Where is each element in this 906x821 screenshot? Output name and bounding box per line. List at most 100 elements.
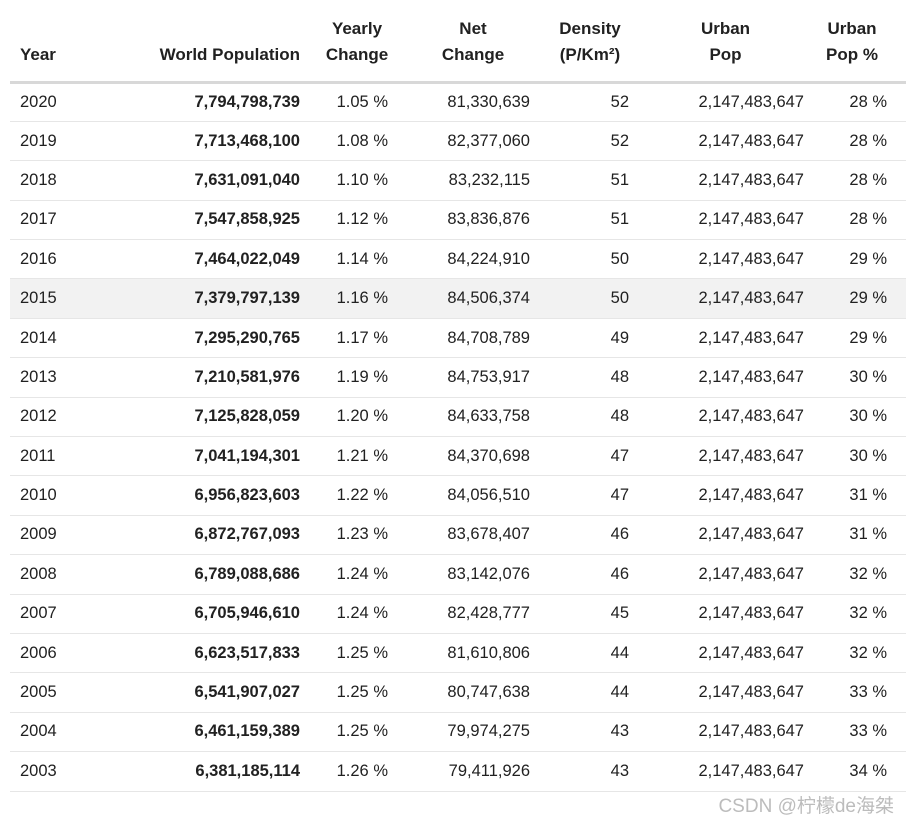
- cell-urban-pop-pct: 33 %: [849, 683, 887, 702]
- table-row: 2014 7,295,290,765 1.17 % 84,708,789 49 2,147…: [10, 318, 906, 358]
- cell-net-change: 84,708,789: [447, 328, 530, 347]
- cell-net-change: 84,370,698: [447, 446, 530, 465]
- cell-density: 44: [610, 683, 629, 702]
- cell-world-population: 6,623,517,833: [194, 643, 300, 662]
- cell-yearly-change: 1.05 %: [336, 92, 388, 111]
- column-header-year: Year: [10, 0, 85, 82]
- cell-urban-pop: 2,147,483,647: [698, 92, 804, 111]
- column-header-label: Urban: [700, 18, 751, 38]
- cell-yearly-change: 1.17 %: [336, 328, 388, 347]
- cell-urban-pop-pct: 31 %: [849, 486, 887, 505]
- cell-world-population: 7,631,091,040: [194, 170, 300, 189]
- table-row: 2013 7,210,581,976 1.19 % 84,753,917 48 2,147…: [10, 358, 906, 398]
- cell-net-change: 83,232,115: [448, 170, 530, 189]
- cell-urban-pop: 2,147,483,647: [698, 210, 804, 229]
- cell-net-change: 82,377,060: [447, 131, 530, 150]
- cell-yearly-change: 1.26 %: [336, 761, 388, 780]
- table-row: 2003 6,381,185,114 1.26 % 79,411,926 43 2,147…: [10, 752, 906, 792]
- cell-urban-pop-pct: 32 %: [849, 643, 887, 662]
- cell-density: 47: [610, 446, 629, 465]
- cell-density: 52: [610, 92, 629, 111]
- cell-net-change: 80,747,638: [447, 683, 530, 702]
- cell-urban-pop: 2,147,483,647: [698, 407, 804, 426]
- column-header-label: Density: [559, 18, 621, 38]
- column-header-net-change: Net Change: [400, 0, 535, 82]
- cell-urban-pop: 2,147,483,647: [698, 564, 804, 583]
- cell-yearly-change: 1.24 %: [336, 564, 388, 583]
- table-row: 2018 7,631,091,040 1.10 % 83,232,115 51 2,147…: [10, 161, 906, 201]
- column-header-world-population: World Population: [85, 0, 305, 82]
- cell-year: 2004: [20, 722, 57, 741]
- cell-year: 2017: [20, 210, 57, 229]
- cell-yearly-change: 1.10 %: [336, 170, 388, 189]
- cell-urban-pop-pct: 29 %: [849, 249, 887, 268]
- cell-world-population: 7,379,797,139: [194, 289, 300, 308]
- cell-yearly-change: 1.24 %: [336, 604, 388, 623]
- column-header-label: Pop %: [826, 44, 878, 64]
- cell-density: 52: [610, 131, 629, 150]
- table-row: 2010 6,956,823,603 1.22 % 84,056,510 47 2,147…: [10, 476, 906, 516]
- cell-yearly-change: 1.21 %: [336, 446, 388, 465]
- cell-density: 46: [610, 525, 629, 544]
- cell-urban-pop: 2,147,483,647: [698, 761, 804, 780]
- column-header-urban-pop-pct: Urban Pop %: [805, 0, 906, 82]
- cell-urban-pop-pct: 28 %: [849, 92, 887, 111]
- cell-year: 2013: [20, 367, 57, 386]
- column-header-label: Urban: [827, 18, 877, 38]
- cell-density: 45: [610, 604, 629, 623]
- cell-urban-pop: 2,147,483,647: [698, 643, 804, 662]
- table-row: 2008 6,789,088,686 1.24 % 83,142,076 46 2,147…: [10, 555, 906, 595]
- cell-yearly-change: 1.25 %: [336, 643, 388, 662]
- cell-density: 43: [610, 761, 629, 780]
- cell-world-population: 6,872,767,093: [194, 525, 300, 544]
- cell-urban-pop: 2,147,483,647: [698, 170, 804, 189]
- cell-world-population: 6,541,907,027: [194, 683, 300, 702]
- cell-urban-pop-pct: 32 %: [849, 604, 887, 623]
- cell-density: 43: [610, 722, 629, 741]
- cell-density: 44: [610, 643, 629, 662]
- table-row: 2007 6,705,946,610 1.24 % 82,428,777 45 2,147…: [10, 594, 906, 634]
- cell-density: 46: [610, 564, 629, 583]
- cell-world-population: 7,464,022,049: [194, 249, 300, 268]
- cell-net-change: 83,142,076: [447, 564, 530, 583]
- cell-net-change: 79,974,275: [447, 722, 530, 741]
- csdn-watermark: CSDN @柠檬de海桀: [718, 796, 894, 817]
- cell-year: 2019: [20, 131, 57, 150]
- cell-urban-pop-pct: 30 %: [849, 367, 887, 386]
- cell-year: 2012: [20, 407, 57, 426]
- cell-urban-pop: 2,147,483,647: [698, 486, 804, 505]
- cell-net-change: 81,610,806: [447, 643, 530, 662]
- cell-urban-pop-pct: 29 %: [849, 328, 887, 347]
- table-row: 2016 7,464,022,049 1.14 % 84,224,910 50 2,147…: [10, 240, 906, 279]
- cell-yearly-change: 1.20 %: [336, 407, 388, 426]
- cell-urban-pop-pct: 34 %: [849, 761, 887, 780]
- cell-year: 2005: [20, 683, 57, 702]
- table-row: 2009 6,872,767,093 1.23 % 83,678,407 46 2,147…: [10, 515, 906, 555]
- cell-net-change: 84,753,917: [447, 367, 530, 386]
- cell-yearly-change: 1.23 %: [336, 525, 388, 544]
- table-row: 2020 7,794,798,739 1.05 % 81,330,639 52 2,147…: [10, 82, 906, 122]
- column-header-label: Year: [20, 44, 56, 64]
- cell-net-change: 79,411,926: [448, 761, 530, 780]
- cell-year: 2010: [20, 486, 57, 505]
- cell-net-change: 82,428,777: [447, 604, 530, 623]
- cell-world-population: 6,381,185,114: [195, 761, 300, 780]
- cell-world-population: 7,041,194,301: [194, 446, 300, 465]
- cell-urban-pop: 2,147,483,647: [698, 131, 804, 150]
- column-header-urban-pop: Urban Pop: [630, 0, 805, 82]
- column-header-label: Change: [325, 44, 389, 64]
- cell-urban-pop: 2,147,483,647: [698, 328, 804, 347]
- column-header-label: Yearly: [331, 18, 383, 38]
- world-population-table: Year World Population Yearly Change Net …: [10, 0, 906, 792]
- column-header-label: Net: [459, 18, 487, 38]
- cell-density: 51: [610, 210, 629, 229]
- cell-net-change: 81,330,639: [447, 92, 530, 111]
- cell-world-population: 6,705,946,610: [194, 604, 300, 623]
- cell-density: 49: [610, 328, 629, 347]
- cell-year: 2007: [20, 604, 57, 623]
- column-header-label: World Population: [159, 44, 300, 64]
- cell-density: 48: [610, 407, 629, 426]
- cell-urban-pop: 2,147,483,647: [698, 604, 804, 623]
- cell-world-population: 7,713,468,100: [194, 131, 300, 150]
